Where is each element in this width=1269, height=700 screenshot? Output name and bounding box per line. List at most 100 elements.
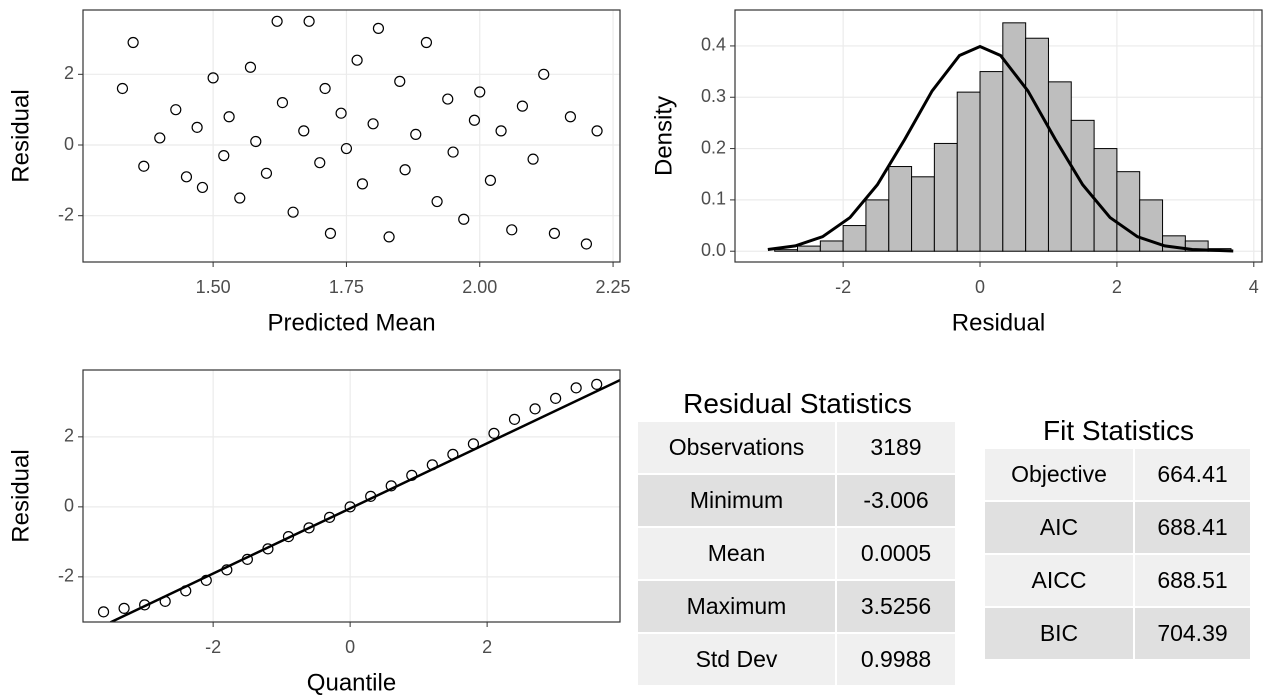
point [324,227,337,239]
point [138,160,150,172]
histogram-bar [911,176,935,252]
point [207,72,219,84]
stat-name: Std Dev [638,634,835,685]
point [298,125,310,137]
point [234,192,246,204]
table-title: Residual Statistics [683,388,912,419]
table-title: Fit Statistics [1043,415,1194,446]
stat-name: Observations [638,422,835,473]
table-row: Maximum 3.5256 [638,581,957,632]
y-axis-title: Residual [7,89,34,182]
table-row: BIC 704.39 [985,608,1252,659]
point [271,15,283,27]
x-tick-label: 1.50 [196,277,231,297]
point [447,146,459,158]
fit-statistics-table: Fit Statistics Objective 664.41 AIC 688.41 A… [985,415,1252,659]
point [516,100,529,112]
point [383,231,395,243]
point [410,128,422,141]
point [591,378,603,390]
point [356,178,369,190]
point [372,22,385,34]
histogram-bar [842,225,867,252]
stat-value: 688.51 [1135,555,1250,606]
point [548,227,561,239]
y-tick-label: 0 [64,496,74,516]
point [458,213,470,225]
point [303,15,315,27]
point [538,68,550,80]
table-row: Objective 664.41 [985,449,1252,500]
x-tick-label: 2.00 [462,277,497,297]
point [564,111,577,123]
point [223,111,235,123]
x-tick-label: -2 [835,277,851,297]
histogram-bar [1116,171,1141,252]
stat-value: 3189 [837,422,955,473]
point [508,413,521,425]
point [550,392,562,404]
table-row: Mean 0.0005 [638,528,957,579]
panel-border [82,9,621,263]
histogram-bar [774,249,798,252]
point [351,54,363,66]
x-axis-title: Predicted Mean [267,309,435,336]
density-curve [767,44,1234,253]
stat-value: 704.39 [1135,608,1250,659]
stat-value: -3.006 [837,475,955,526]
plot-area [116,15,603,250]
point [484,174,497,186]
x-tick-label: 4 [1249,277,1259,297]
point [260,167,273,179]
y-tick-label: -2 [58,204,74,224]
point [196,181,209,194]
point [116,82,129,95]
y-tick-label: 0 [64,134,74,154]
y-tick-label: 0.4 [701,35,726,55]
point [118,602,130,614]
stat-value: 3.5256 [837,581,955,632]
point [529,403,541,415]
point [570,382,582,394]
y-tick-label: 2 [64,63,74,83]
stat-name: Objective [985,449,1133,500]
point [154,132,166,144]
histogram-bar [865,199,890,252]
y-tick-label: 0.2 [701,137,726,157]
plot-area [767,22,1234,253]
histogram-bar [979,71,1004,252]
y-axis-title: Density [650,96,677,176]
table-row: Observations 3189 [638,422,957,473]
point [394,75,406,87]
table-row: Std Dev 0.9988 [638,634,957,685]
y-axis-title: Residual [7,449,34,542]
panel-border [734,9,1263,263]
x-tick-label: 1.75 [329,277,364,297]
histogram-bar [796,245,821,252]
histogram-bar [1093,148,1118,252]
panel-background [83,10,620,262]
histogram-bar [1025,37,1049,252]
x-tick-label: 0 [345,637,355,657]
point [276,97,289,109]
stat-name: AIC [985,502,1133,553]
stat-value: 0.9988 [837,634,955,685]
point [250,135,262,148]
point [495,125,507,137]
point [580,238,593,250]
point [218,150,230,162]
point [127,36,139,49]
x-axis-title: Residual [952,309,1045,336]
point [399,164,411,176]
point [442,93,454,105]
point [335,107,347,119]
stat-name: Mean [638,528,835,579]
histogram-bar [1002,22,1027,252]
point [474,86,486,98]
residual-statistics-table: Residual Statistics Observations 3189 Mini… [638,388,957,685]
histogram-bar [888,166,913,252]
x-axis-title: Quantile [307,669,396,696]
point [287,206,299,218]
table-row: AIC 688.41 [985,502,1252,553]
